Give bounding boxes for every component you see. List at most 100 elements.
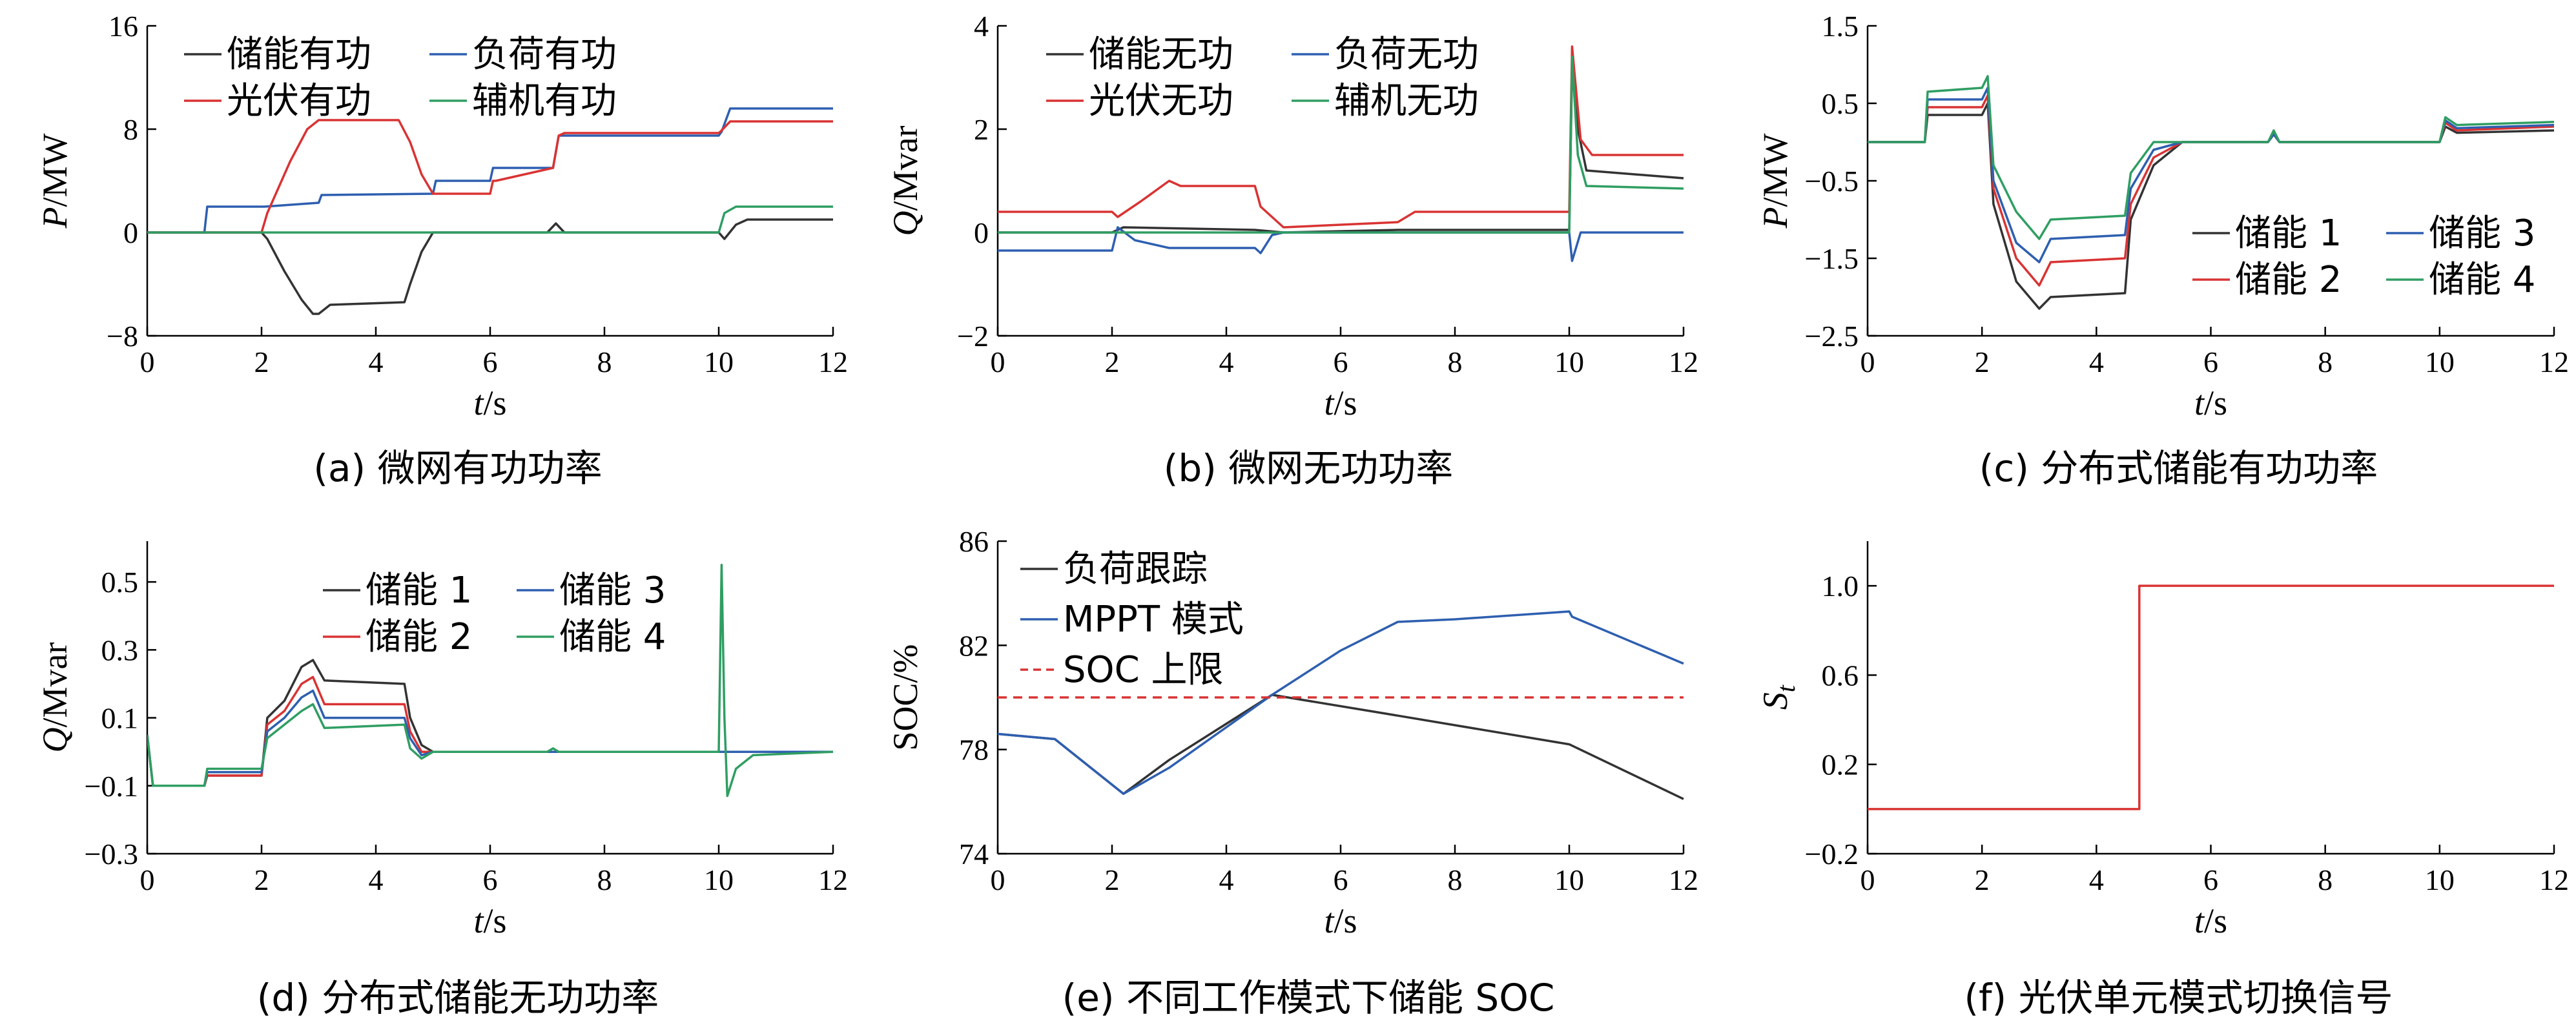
y-tick-label: −1.5 (1805, 242, 1859, 275)
legend-label: 储能 1 (2235, 212, 2342, 254)
legend-label: SOC 上限 (1063, 649, 1224, 691)
x-tick-label: 2 (254, 345, 269, 378)
y-tick-label: 0.5 (101, 566, 139, 599)
panel-caption: (f) 光伏单元模式切换信号 (1964, 976, 2393, 1020)
x-tick-label: 6 (1334, 345, 1348, 378)
y-tick-label: 86 (959, 525, 989, 558)
y-axis-label: P/MW (1756, 133, 1795, 229)
y-tick-label: −2 (957, 320, 989, 353)
x-tick-label: 6 (483, 863, 498, 896)
panel-f: 0 2 4 6 8 10 12 −0.2 0.2 0.6 1.0 t/s St (f) 光伏单元模式切换信… (1756, 541, 2569, 1020)
panel-caption: (e) 不同工作模式下储能 SOC (1062, 976, 1555, 1020)
legend-label: 储能 4 (2429, 259, 2535, 301)
x-tick-label: 8 (2318, 863, 2333, 896)
x-tick-label: 10 (704, 345, 734, 378)
legend-label: 辅机有功 (472, 80, 617, 122)
legend-label: 储能 4 (559, 616, 666, 658)
y-tick-label: 82 (959, 629, 989, 662)
series-line-负荷跟踪 (998, 694, 1684, 800)
x-axis-label: t/s (2194, 384, 2227, 422)
x-tick-label: 8 (2318, 345, 2333, 378)
x-tick-label: 2 (1975, 863, 1990, 896)
legend-label: 光伏无功 (1089, 80, 1233, 122)
legend-label: 负荷无功 (1334, 34, 1479, 76)
series-line-负荷有功 (147, 107, 833, 234)
x-tick-label: 4 (2089, 863, 2104, 896)
legend: 储能 1 储能 3 储能 2 储能 4 (323, 570, 666, 658)
y-tick-label: −0.1 (85, 770, 138, 803)
series-line-储能 1 (147, 659, 833, 787)
x-tick-label: 12 (2539, 863, 2569, 896)
panel-caption: (c) 分布式储能有功功率 (1979, 446, 2378, 490)
x-tick-label: 10 (2425, 345, 2455, 378)
series-line-负荷无功 (998, 226, 1684, 262)
series-line-MPPT 模式 (998, 610, 1684, 795)
legend: 储能 1 储能 3 储能 2 储能 4 (2192, 212, 2535, 301)
y-axis-label: SOC/% (886, 644, 925, 750)
x-axis-label: t/s (1324, 384, 1357, 422)
legend-label: 储能 3 (2429, 212, 2535, 254)
x-axis-label: t/s (1324, 901, 1357, 940)
panel-caption: (d) 分布式储能无功功率 (257, 976, 659, 1020)
x-tick-label: 12 (1669, 345, 1698, 378)
legend-label: 储能 1 (366, 570, 472, 612)
x-tick-label: 0 (140, 345, 155, 378)
x-tick-label: 2 (1975, 345, 1990, 378)
x-tick-label: 6 (2203, 863, 2218, 896)
x-tick-label: 8 (1448, 345, 1463, 378)
x-tick-label: 10 (704, 863, 734, 896)
y-axis-label: P/MW (36, 133, 74, 229)
x-tick-label: 0 (1860, 863, 1875, 896)
y-tick-label: 0.2 (1822, 748, 1859, 781)
x-tick-label: 8 (597, 863, 612, 896)
x-tick-label: 12 (1669, 863, 1698, 896)
series-line-signal (1868, 584, 2554, 810)
y-tick-label: 0.6 (1822, 659, 1859, 692)
x-tick-label: 4 (369, 345, 384, 378)
y-tick-label: 0 (123, 216, 138, 249)
x-tick-label: 4 (1219, 345, 1234, 378)
x-tick-label: 6 (483, 345, 498, 378)
y-axis-label: St (1756, 685, 1800, 710)
legend-label: 储能无功 (1089, 34, 1233, 76)
y-tick-label: 2 (974, 113, 989, 146)
panel-caption: (a) 微网有功功率 (313, 446, 602, 490)
y-tick-label: 0.3 (101, 633, 139, 666)
y-axis-label: Q/Mvar (36, 642, 74, 752)
x-tick-label: 4 (1219, 863, 1234, 896)
y-tick-label: 74 (959, 838, 989, 870)
y-tick-label: 0 (974, 216, 989, 249)
y-tick-label: 8 (123, 113, 138, 146)
legend-label: 光伏有功 (227, 80, 371, 122)
x-tick-label: 6 (2203, 345, 2218, 378)
x-tick-label: 12 (818, 863, 848, 896)
y-tick-label: 16 (108, 10, 138, 43)
legend-label: 负荷有功 (472, 34, 617, 76)
x-tick-label: 6 (1334, 863, 1348, 896)
legend: 负荷跟踪 MPPT 模式 SOC 上限 (1020, 548, 1244, 691)
series-line-储能 4 (1868, 75, 2555, 240)
x-tick-label: 4 (2089, 345, 2104, 378)
y-tick-label: 78 (959, 734, 989, 767)
y-tick-label: −0.3 (85, 838, 138, 870)
x-tick-label: 0 (140, 863, 155, 896)
legend-label: 储能 2 (2235, 259, 2342, 301)
y-tick-label: −0.5 (1805, 165, 1859, 198)
x-tick-label: 12 (2539, 345, 2569, 378)
panel-e: 0 2 4 6 8 10 12 74 78 82 86 t/s SOC/% 负荷跟踪 MPPT 模式 SOC … (886, 525, 1698, 1020)
y-tick-label: −8 (107, 320, 138, 353)
x-axis-label: t/s (473, 901, 506, 940)
legend-label: 储能 2 (366, 616, 472, 658)
series-line-光伏有功 (147, 119, 833, 234)
legend-label: 负荷跟踪 (1063, 548, 1208, 590)
y-tick-label: −0.2 (1805, 838, 1859, 870)
panel-caption: (b) 微网无功功率 (1164, 446, 1454, 490)
y-tick-label: −2.5 (1805, 320, 1859, 353)
y-axis-label: Q/Mvar (886, 125, 925, 236)
y-tick-label: 0.5 (1822, 87, 1859, 120)
